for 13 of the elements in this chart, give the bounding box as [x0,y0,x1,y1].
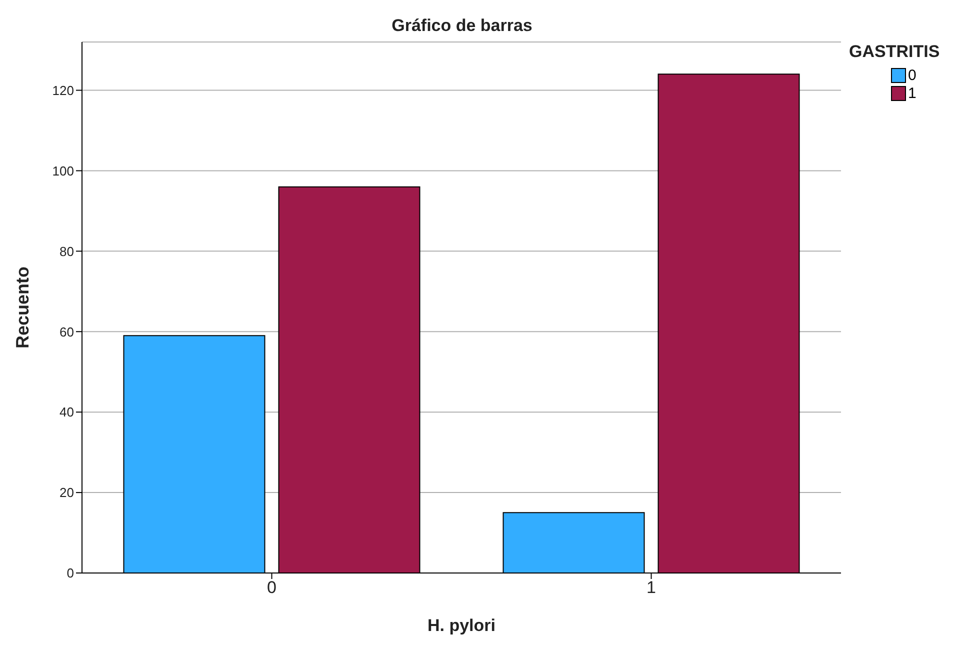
y-tick-label: 20 [60,485,74,500]
y-axis-title: Recuento [12,266,32,349]
chart-title: Gráfico de barras [390,16,534,36]
y-tick-label: 80 [60,244,74,259]
y-tick-label: 0 [66,566,74,581]
y-tick-label: 40 [60,404,74,420]
y-tick-label: 100 [52,163,74,178]
legend-label: 0 [908,66,916,84]
legend-title: GASTRITIS [849,42,941,62]
x-axis-title: H. pylori [427,616,496,635]
legend-label: 1 [908,84,916,102]
y-tick-label: 120 [52,82,74,98]
y-tick-label: 60 [60,324,74,340]
